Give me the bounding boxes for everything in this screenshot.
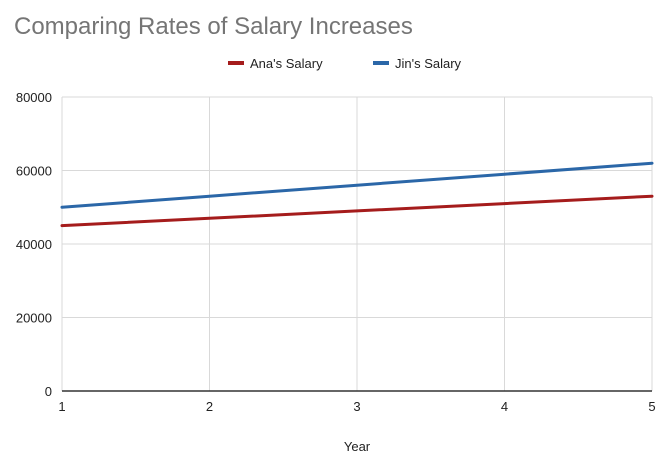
gridlines (61, 96, 653, 391)
x-axis-title: Year (344, 439, 371, 454)
y-tick-label: 0 (45, 384, 52, 399)
legend-swatch (228, 61, 244, 65)
chart-title: Comparing Rates of Salary Increases (14, 13, 413, 40)
x-axis-tick-labels: 1 2 3 4 5 (58, 399, 655, 414)
series-lines (60, 161, 654, 228)
x-tick-label: 2 (206, 399, 213, 414)
legend: Ana's Salary Jin's Salary (228, 56, 462, 71)
y-tick-label: 80000 (16, 90, 52, 105)
y-tick-label: 20000 (16, 311, 52, 326)
y-tick-label: 60000 (16, 164, 52, 179)
series-line-0 (60, 194, 654, 228)
x-tick-label: 5 (648, 399, 655, 414)
series-line-1 (60, 161, 654, 209)
y-axis-tick-labels: 0 20000 40000 60000 80000 (16, 90, 52, 399)
legend-label: Jin's Salary (395, 56, 462, 71)
x-tick-label: 4 (501, 399, 508, 414)
x-tick-label: 3 (353, 399, 360, 414)
y-tick-label: 40000 (16, 237, 52, 252)
x-tick-label: 1 (58, 399, 65, 414)
legend-swatch (373, 61, 389, 65)
legend-label: Ana's Salary (250, 56, 323, 71)
